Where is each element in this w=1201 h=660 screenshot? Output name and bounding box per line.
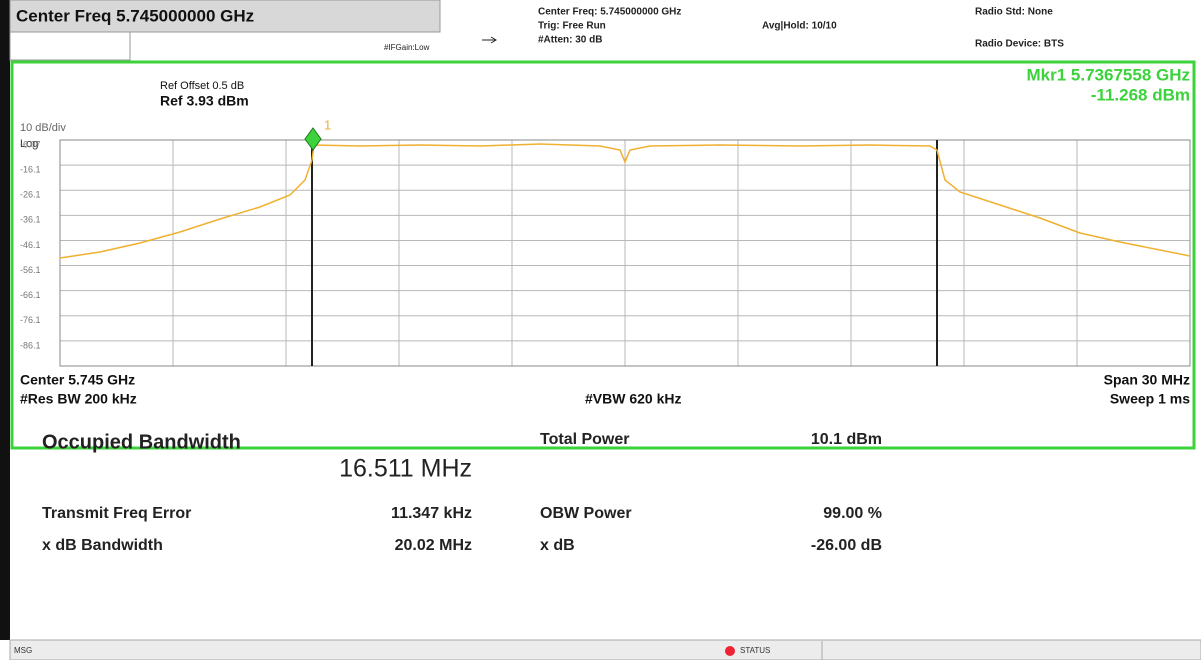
span: Span 30 MHz (1104, 372, 1190, 388)
obw-value: 16.511 MHz (339, 455, 472, 483)
ref-offset: Ref Offset 0.5 dB (160, 80, 244, 92)
results-title: Occupied Bandwidth (42, 431, 241, 453)
log: Log (20, 138, 38, 150)
left-strip (0, 0, 10, 640)
avg-hold: Avg|Hold: 10/10 (762, 21, 837, 32)
center-freq-info: Center Freq: 5.745000000 GHz (538, 7, 681, 18)
radio-std: Radio Std: None (975, 7, 1053, 18)
result-cell: -26.00 dB (811, 537, 882, 554)
result-cell: 11.347 kHz (391, 505, 472, 522)
status-icon (725, 646, 735, 656)
trig: Trig: Free Run (538, 21, 606, 32)
center-freq-box[interactable] (9, 0, 441, 33)
y-label: -16.1 (20, 164, 41, 174)
center: Center 5.745 GHz (20, 372, 135, 388)
result-cell: 99.00 % (823, 505, 882, 522)
result-rows: Transmit Freq Error 11.347 kHz OBW Power 99… (42, 505, 882, 554)
graph-panel (10, 60, 1196, 450)
entry-box[interactable] (9, 31, 131, 61)
total-power-label: Total Power (540, 431, 630, 448)
vbw: #VBW 620 kHz (585, 391, 681, 407)
result-cell: OBW Power (540, 505, 632, 522)
y-label: -6.07 (20, 139, 41, 149)
trace (59, 143, 1191, 259)
sweep: Sweep 1 ms (1110, 391, 1190, 407)
grid (60, 140, 1190, 366)
res-bw: #Res BW 200 kHz (20, 391, 137, 407)
total-power: 10.1 dBm (811, 431, 882, 448)
y-label: -86.1 (20, 340, 41, 350)
ref-level: Ref 3.93 dBm (160, 93, 249, 109)
y-label: -76.1 (20, 315, 41, 325)
msg: MSG (14, 646, 32, 655)
y-label: -56.1 (20, 265, 41, 275)
radio-device: Radio Device: BTS (975, 39, 1064, 50)
marker-label: 1 (324, 117, 331, 132)
graticule (59, 139, 1191, 367)
scale: 10 dB/div (20, 122, 66, 134)
y-label: -66.1 (20, 290, 41, 300)
result-cell: 20.02 MHz (395, 537, 472, 554)
y-label: -26.1 (20, 190, 41, 200)
atten: #Atten: 30 dB (538, 35, 602, 46)
marker-diamond[interactable] (304, 127, 322, 151)
result-cell: x dB (540, 537, 575, 554)
y-label: -46.1 (20, 240, 41, 250)
marker-freq: Mkr1 5.7367558 GHz (1027, 65, 1191, 84)
result-cell: x dB Bandwidth (42, 537, 163, 554)
if-gain: #IFGain:Low (384, 43, 430, 52)
status: STATUS (740, 646, 770, 655)
trig-icon (482, 36, 497, 44)
result-cell: Transmit Freq Error (42, 505, 191, 522)
y-label: -36.1 (20, 215, 41, 225)
status-bar (9, 639, 1201, 660)
marker-level: -11.268 dBm (1091, 85, 1190, 104)
center-freq: Center Freq 5.745000000 GHz (16, 6, 254, 25)
